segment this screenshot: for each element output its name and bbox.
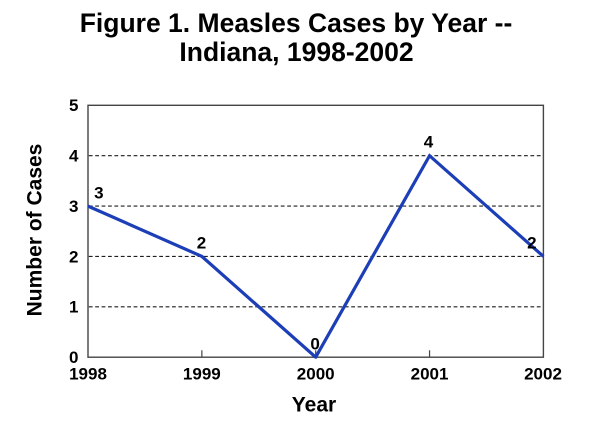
svg-text:1: 1 [69, 298, 78, 317]
svg-text:2001: 2001 [411, 365, 449, 384]
svg-text:4: 4 [424, 133, 434, 152]
svg-text:2002: 2002 [524, 365, 562, 384]
svg-text:0: 0 [69, 348, 78, 367]
svg-text:Number of Cases: Number of Cases [24, 144, 47, 317]
svg-text:2: 2 [69, 247, 78, 266]
svg-text:3: 3 [69, 197, 78, 216]
svg-text:1998: 1998 [69, 365, 107, 384]
svg-text:2: 2 [197, 234, 206, 253]
svg-text:1999: 1999 [183, 365, 221, 384]
svg-text:2000: 2000 [297, 365, 335, 384]
svg-text:Year: Year [292, 393, 336, 416]
svg-text:Indiana, 1998-2002: Indiana, 1998-2002 [179, 37, 413, 67]
svg-text:Figure 1. Measles Cases by Yea: Figure 1. Measles Cases by Year -- [80, 8, 513, 38]
svg-text:0: 0 [310, 335, 319, 354]
svg-text:5: 5 [69, 96, 78, 115]
svg-text:2: 2 [527, 233, 536, 252]
svg-text:4: 4 [69, 147, 79, 166]
svg-text:3: 3 [94, 183, 103, 202]
